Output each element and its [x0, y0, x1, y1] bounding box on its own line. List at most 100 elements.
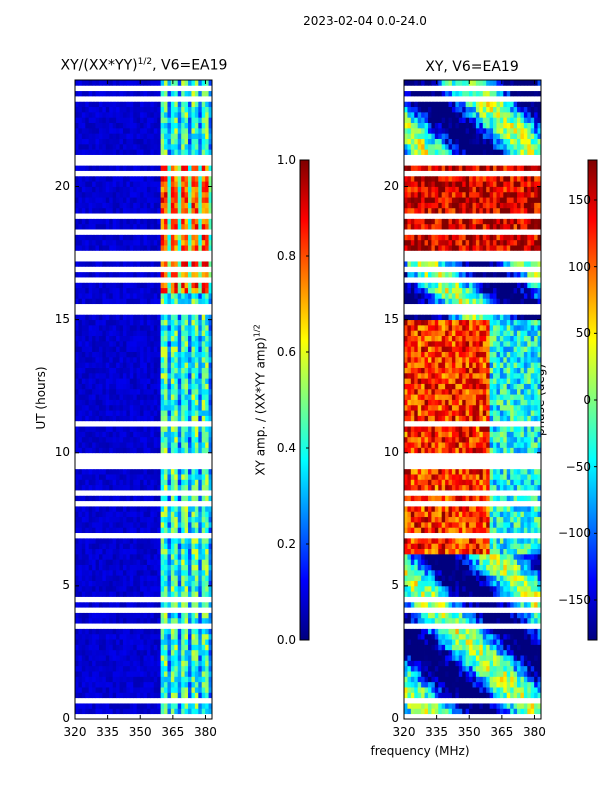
amplitude-cell — [170, 175, 175, 182]
amplitude-cell — [167, 218, 172, 225]
phase-cell — [475, 692, 480, 699]
amplitude-cell — [95, 303, 100, 310]
amplitude-cell — [81, 101, 86, 108]
amplitude-cell — [181, 330, 185, 336]
amplitude-cell — [167, 591, 172, 597]
amplitude-cell — [122, 127, 127, 134]
amplitude-cell — [181, 197, 185, 203]
phase-cell — [458, 713, 463, 720]
amplitude-cell — [188, 293, 192, 299]
amplitude-cell — [153, 245, 158, 251]
amplitude-cell — [105, 681, 110, 688]
phase-cell — [479, 703, 484, 709]
amplitude-cell — [109, 197, 114, 203]
amplitude-cell — [205, 617, 209, 624]
amplitude-cell — [146, 303, 151, 310]
amplitude-cell — [126, 394, 131, 400]
amplitude-cell — [88, 197, 93, 203]
amplitude-cell — [146, 655, 151, 661]
amplitude-cell — [174, 580, 179, 587]
amplitude-cell — [198, 644, 203, 651]
amplitude-cell — [126, 191, 131, 198]
amplitude-cell — [78, 410, 83, 416]
amplitude-cell — [119, 447, 124, 454]
amplitude-cell — [112, 111, 117, 118]
amplitude-cell — [78, 532, 83, 539]
amplitude-cell — [98, 330, 103, 336]
amplitude-cell — [167, 90, 172, 97]
amplitude-cell — [143, 548, 148, 555]
amplitude-cell — [122, 303, 127, 310]
amplitude-cell — [140, 458, 144, 464]
amplitude-cell — [140, 420, 144, 427]
amplitude-cell — [201, 564, 206, 571]
amplitude-cell — [78, 442, 83, 448]
amplitude-cell — [88, 442, 93, 448]
amplitude-cell — [167, 282, 172, 289]
amplitude-cell — [75, 394, 79, 400]
amplitude-cell — [177, 218, 182, 225]
amplitude-cell — [146, 223, 151, 230]
amplitude-cell — [174, 271, 179, 278]
amplitude-cell — [153, 95, 158, 102]
amplitude-cell — [109, 442, 114, 448]
amplitude-cell — [205, 239, 209, 246]
amplitude-cell — [170, 95, 175, 102]
amplitude-cell — [95, 628, 100, 635]
amplitude-cell — [129, 245, 134, 251]
amplitude-cell — [170, 122, 175, 129]
amplitude-cell — [102, 143, 107, 150]
amplitude-cell — [116, 202, 120, 209]
amplitude-cell — [205, 324, 209, 331]
amplitude-cell — [92, 601, 96, 608]
amplitude-cell — [92, 101, 96, 108]
amplitude-cell — [194, 277, 199, 283]
amplitude-cell — [109, 708, 114, 715]
amplitude-cell — [78, 516, 83, 523]
amplitude-cell — [188, 521, 192, 528]
amplitude-cell — [177, 553, 182, 560]
amplitude-cell — [140, 388, 144, 395]
amplitude-cell — [116, 543, 120, 549]
amplitude-cell — [205, 362, 209, 368]
amplitude-cell — [184, 213, 189, 219]
amplitude-cell — [146, 665, 151, 672]
amplitude-cell — [146, 479, 151, 486]
amplitude-cell — [201, 143, 206, 150]
amplitude-cell — [116, 671, 120, 677]
amplitude-cell — [75, 506, 79, 512]
amplitude-cell — [85, 633, 90, 640]
amplitude-cell — [109, 298, 114, 305]
amplitude-cell — [81, 213, 86, 219]
amplitude-cell — [126, 506, 131, 512]
amplitude-cell — [208, 431, 213, 438]
amplitude-cell — [95, 415, 100, 422]
amplitude-cell — [92, 420, 96, 427]
amplitude-cell — [126, 500, 131, 507]
amplitude-cell — [167, 388, 172, 395]
amplitude-cell — [116, 154, 120, 161]
amplitude-cell — [119, 213, 124, 219]
amplitude-cell — [102, 106, 107, 113]
amplitude-cell — [136, 463, 141, 470]
amplitude-cell — [157, 239, 162, 246]
amplitude-cell — [191, 452, 196, 459]
amplitude-cell — [136, 197, 141, 203]
amplitude-cell — [75, 191, 79, 198]
amplitude-cell — [181, 468, 185, 475]
amplitude-cell — [126, 335, 131, 342]
amplitude-cell — [184, 506, 189, 512]
amplitude-cell — [177, 410, 182, 416]
amplitude-cell — [95, 463, 100, 470]
amplitude-cell — [150, 623, 155, 629]
amplitude-cell — [85, 324, 90, 331]
amplitude-cell — [167, 511, 172, 518]
amplitude-cell — [157, 229, 162, 235]
amplitude-cell — [119, 239, 124, 246]
phase-cell — [410, 697, 415, 704]
amplitude-cell — [133, 245, 138, 251]
amplitude-cell — [109, 346, 114, 352]
amplitude-cell — [133, 229, 138, 235]
amplitude-cell — [116, 282, 120, 289]
amplitude-cell — [129, 681, 134, 688]
